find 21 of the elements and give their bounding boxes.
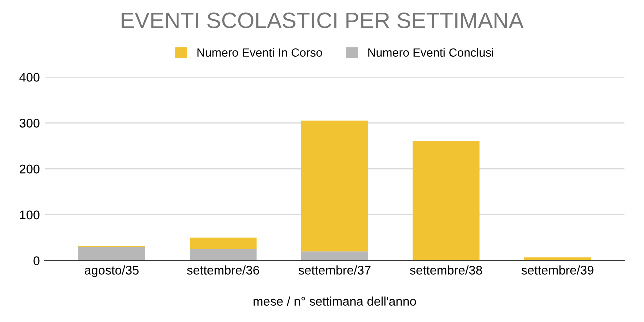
y-tick-label: 100 bbox=[20, 210, 40, 220]
bar bbox=[190, 238, 257, 250]
bar bbox=[190, 249, 257, 261]
bar bbox=[524, 258, 592, 261]
x-tick-label: settembre/37 bbox=[298, 266, 371, 275]
y-tick-label: 300 bbox=[20, 118, 40, 128]
y-tick-label: 200 bbox=[20, 164, 40, 174]
y-tick-label: 0 bbox=[34, 256, 40, 266]
legend-label: Numero Eventi Conclusi bbox=[368, 48, 494, 57]
x-tick-label: settembre/36 bbox=[187, 266, 260, 275]
y-tick-label: 400 bbox=[20, 73, 40, 82]
x-tick-label: settembre/38 bbox=[410, 266, 482, 275]
bar bbox=[78, 247, 146, 261]
x-tick-label: agosto/35 bbox=[85, 266, 139, 278]
bar bbox=[301, 252, 368, 261]
x-axis-title: mese / n° settimana dell'anno bbox=[254, 296, 416, 306]
legend-label: Numero Eventi In Corso bbox=[198, 48, 322, 57]
bar bbox=[301, 120, 368, 252]
chart-title: EVENTI SCOLASTICI PER SETTIMANA bbox=[122, 12, 524, 29]
x-tick-label: settembre/39 bbox=[522, 266, 594, 275]
bar bbox=[412, 142, 480, 261]
